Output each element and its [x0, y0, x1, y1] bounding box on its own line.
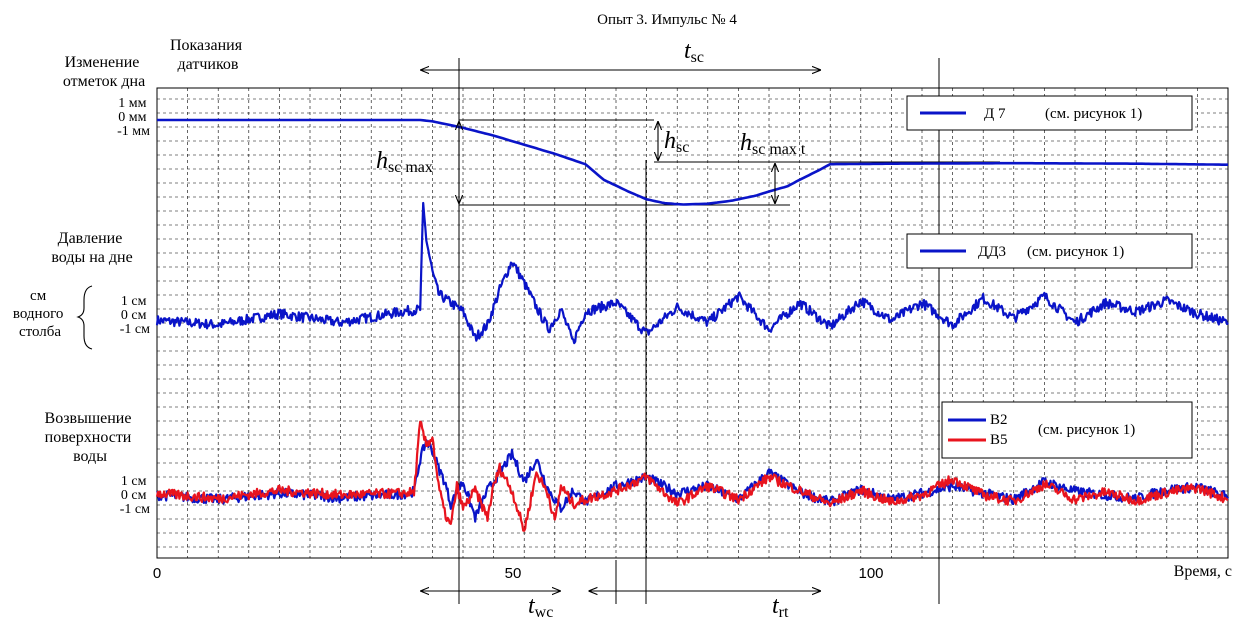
t-sc-label: tsc — [684, 38, 704, 66]
chart-title: Опыт 3. Импульс № 4 — [597, 12, 737, 28]
legend-ref-surface: (см. рисунок 1) — [1038, 422, 1135, 438]
unit-brace — [76, 285, 93, 350]
legend-label-b5: В5 — [990, 432, 1008, 448]
legend-d7: Д 7 (см. рисунок 1) — [906, 95, 1193, 131]
legend-label-b2: В2 — [990, 412, 1008, 428]
series-line-bottom_change-0 — [157, 118, 1228, 206]
pressure-scale: 1 см 0 см -1 см — [120, 294, 150, 337]
x-tick-100: 100 — [858, 565, 883, 582]
x-tick-50: 50 — [505, 565, 522, 582]
h-sc-label: hsc — [664, 128, 689, 156]
guide-lines — [458, 58, 1000, 604]
series-line-pressure-0 — [155, 201, 1229, 345]
series-line-surface-1 — [155, 420, 1229, 532]
surface-scale: 1 см 0 см -1 см — [120, 474, 150, 517]
legend-dd3: ДД3 (см. рисунок 1) — [906, 233, 1193, 269]
pressure-label: Давление воды на дне — [51, 230, 132, 266]
sensors-label: Показания датчиков — [170, 37, 246, 73]
legend-ref-d7: (см. рисунок 1) — [1045, 106, 1142, 122]
bottom-change-label: Изменение отметок дна — [63, 54, 145, 90]
legend-surface: В2 В5 (см. рисунок 1) — [941, 401, 1193, 459]
x-tick-0: 0 — [153, 565, 161, 582]
h-sc-max-label: hsc max — [376, 148, 433, 176]
legend-label-dd3: ДД3 — [978, 244, 1006, 260]
legend-ref-dd3: (см. рисунок 1) — [1027, 244, 1124, 260]
bottom-change-scale: 1 мм 0 мм -1 мм — [117, 96, 150, 139]
x-axis-label: Время, с — [1174, 563, 1232, 580]
surface-label: Возвышение поверхности воды — [45, 410, 136, 465]
legend-label-d7: Д 7 — [984, 106, 1006, 122]
t-wc-label: twc — [528, 593, 553, 620]
x-axis: 0 50 100 Время, с — [153, 563, 1232, 582]
t-rt-label: trt — [772, 593, 789, 620]
h-sc-max-t-label: hsc max t — [740, 130, 806, 158]
annotations: tsc hsc hsc max t hsc max twc trt — [376, 38, 822, 620]
grid — [156, 88, 1229, 558]
pressure-unit-label: см водного столба — [13, 288, 67, 340]
series-layer — [155, 118, 1229, 532]
